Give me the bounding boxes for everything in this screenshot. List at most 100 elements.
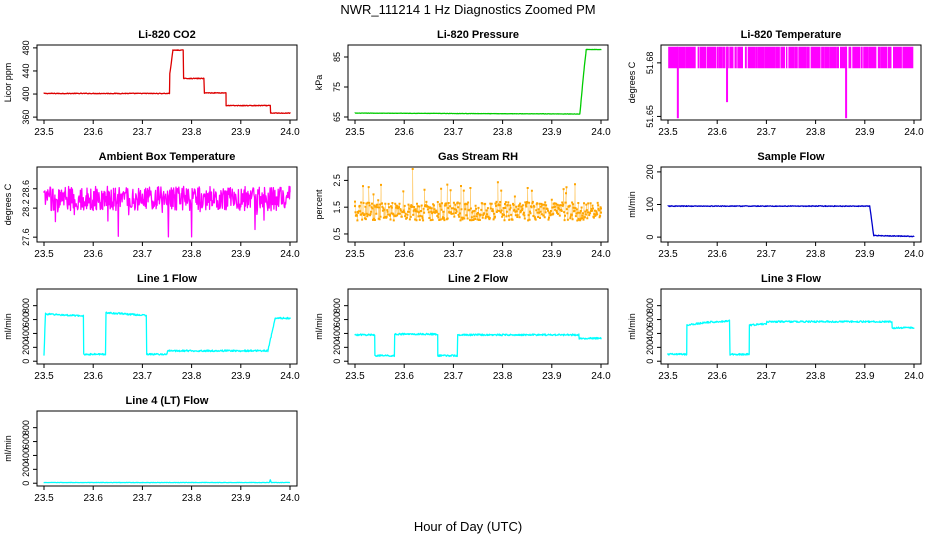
x-tick-label: 23.7 <box>444 249 464 260</box>
series-line <box>43 185 291 238</box>
chart-title: Line 4 (LT) Flow <box>126 395 209 407</box>
plot-frame <box>36 44 298 121</box>
x-tick-label: 23.6 <box>83 493 103 504</box>
y-tick-label: 28.2 <box>21 199 31 217</box>
y-tick-label: 600 <box>645 312 655 327</box>
x-tick-label: 23.8 <box>182 249 202 260</box>
x-tick-label: 24.0 <box>591 249 611 260</box>
chart-title: Gas Stream RH <box>438 151 518 163</box>
y-tick-label: 400 <box>21 326 31 341</box>
y-tick-label: 480 <box>21 40 31 55</box>
x-tick-label: 23.8 <box>182 371 202 382</box>
x-tick-label: 23.5 <box>658 249 678 260</box>
y-axis-label: kPa <box>314 75 324 91</box>
series-group <box>668 46 914 119</box>
y-tick-label: 200 <box>645 164 655 179</box>
x-tick-label: 23.8 <box>493 371 513 382</box>
x-tick-label: 23.8 <box>806 249 826 260</box>
y-tick-label: 51.68 <box>645 52 655 75</box>
x-tick-label: 23.7 <box>444 127 464 138</box>
y-tick-label: 800 <box>21 298 31 313</box>
figure-title: NWR_111214 1 Hz Diagnostics Zoomed PM <box>340 2 595 17</box>
y-tick-label: 27.6 <box>21 228 31 246</box>
y-axis-label: degrees C <box>627 61 637 103</box>
y-tick-label: 0 <box>332 359 342 364</box>
x-tick-label: 23.9 <box>231 127 251 138</box>
x-tick-label: 23.7 <box>444 371 464 382</box>
series-line <box>354 168 602 221</box>
y-tick-label: 600 <box>332 312 342 327</box>
x-tick-label: 24.0 <box>591 371 611 382</box>
x-tick-label: 23.9 <box>855 127 875 138</box>
x-tick-label: 23.9 <box>542 371 562 382</box>
chart-panel: Li-820 Temperature 23.5 23.6 23.7 23.8 23.9 24… <box>627 29 924 138</box>
y-tick-label: 0.5 <box>332 228 342 241</box>
x-tick-label: 23.5 <box>34 249 54 260</box>
y-tick-label: 800 <box>332 298 342 313</box>
chart-panel: Line 1 Flow 23.5 23.6 23.7 23.8 23.9 24.0 0 2004… <box>3 273 300 382</box>
x-tick-label: 23.7 <box>133 249 153 260</box>
x-tick-label: 23.6 <box>707 249 727 260</box>
x-tick-label: 23.7 <box>757 371 777 382</box>
y-axis-label: percent <box>314 189 324 220</box>
x-tick-label: 23.6 <box>83 249 103 260</box>
figure-x-axis-label: Hour of Day (UTC) <box>414 519 522 534</box>
plot-frame <box>347 288 609 365</box>
chart-panel: Li-820 Pressure 23.5 23.6 23.7 23.8 23.9 24.0 6… <box>314 29 611 138</box>
plot-frame <box>347 166 609 243</box>
x-tick-label: 24.0 <box>591 127 611 138</box>
chart-title: Line 1 Flow <box>137 273 197 285</box>
y-tick-label: 200 <box>21 462 31 477</box>
series-line <box>43 311 291 356</box>
x-tick-label: 23.5 <box>345 249 365 260</box>
series-line <box>43 49 291 115</box>
y-tick-label: 75 <box>332 82 342 92</box>
chart-title: Li-820 Pressure <box>437 29 519 41</box>
x-tick-label: 24.0 <box>280 371 300 382</box>
x-tick-label: 24.0 <box>904 249 924 260</box>
series-line <box>667 319 915 356</box>
series-line <box>43 479 291 484</box>
series-line <box>354 48 602 115</box>
y-tick-label: 800 <box>21 420 31 435</box>
x-tick-label: 23.9 <box>542 127 562 138</box>
chart-panel: Line 3 Flow 23.5 23.6 23.7 23.8 23.9 24.0 0 2004… <box>627 273 924 382</box>
chart-panel: Ambient Box Temperature 23.5 23.6 23.7 23.8 2… <box>3 151 300 260</box>
x-tick-label: 23.5 <box>34 371 54 382</box>
x-tick-label: 23.5 <box>345 371 365 382</box>
series-group <box>43 49 291 115</box>
plot-frame <box>660 44 922 121</box>
x-tick-label: 23.9 <box>542 249 562 260</box>
series-line <box>668 46 914 69</box>
x-tick-label: 23.5 <box>345 127 365 138</box>
x-tick-label: 23.5 <box>34 127 54 138</box>
y-tick-label: 0 <box>21 481 31 486</box>
chart-panel: Li-820 CO2 23.5 23.6 23.7 23.8 23.9 24.0 360 400… <box>3 29 300 138</box>
x-tick-label: 23.7 <box>133 127 153 138</box>
y-tick-label: 400 <box>21 87 31 102</box>
y-tick-label: 400 <box>645 326 655 341</box>
chart-title: Line 3 Flow <box>761 273 821 285</box>
y-axis-label: ml/min <box>314 313 324 340</box>
y-tick-label: 200 <box>332 340 342 355</box>
series-group <box>667 205 915 238</box>
y-tick-label: 100 <box>645 197 655 212</box>
y-tick-label: 600 <box>21 312 31 327</box>
y-tick-label: 28.6 <box>21 180 31 198</box>
plot-frame <box>36 166 298 243</box>
x-tick-label: 23.9 <box>231 249 251 260</box>
x-tick-label: 23.6 <box>707 371 727 382</box>
x-tick-label: 23.9 <box>855 249 875 260</box>
x-tick-label: 24.0 <box>280 493 300 504</box>
y-axis-label: ml/min <box>627 313 637 340</box>
x-tick-label: 23.8 <box>806 127 826 138</box>
plot-frame <box>660 166 922 243</box>
chart-panel: Gas Stream RH 23.5 23.6 23.7 23.8 23.9 24.0 0.5… <box>314 151 611 260</box>
y-axis-label: ml/min <box>3 313 13 340</box>
x-tick-label: 23.9 <box>231 493 251 504</box>
x-tick-label: 23.7 <box>757 249 777 260</box>
y-tick-label: 360 <box>21 110 31 125</box>
chart-title: Ambient Box Temperature <box>99 151 236 163</box>
x-tick-label: 23.5 <box>658 127 678 138</box>
x-tick-label: 23.6 <box>394 371 414 382</box>
